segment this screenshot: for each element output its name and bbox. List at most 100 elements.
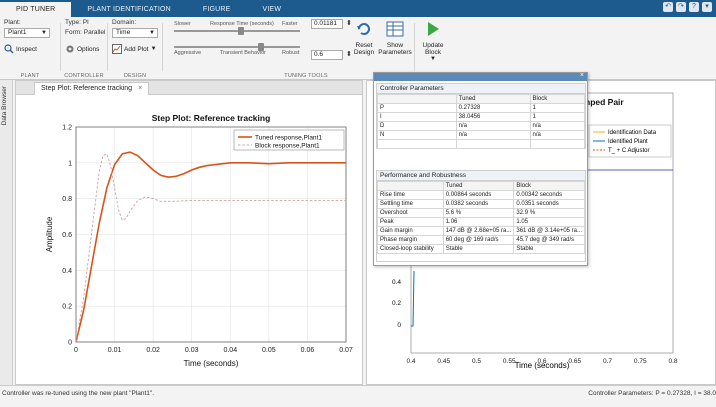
section-label-design: DESIGN: [123, 73, 147, 79]
transient-spinbox[interactable]: 0.6: [311, 50, 343, 60]
spinner-arrows-icon[interactable]: ⬍: [346, 20, 352, 27]
column-header: Block: [529, 94, 586, 104]
chevron-down-icon[interactable]: ▼: [430, 56, 436, 62]
document-tabs: Step Plot: Reference tracking ×: [16, 81, 362, 95]
status-message: Controller was re-tuned using the new pl…: [2, 390, 155, 397]
y-tick-label: 0: [397, 322, 401, 329]
x-tick-label: 0.4: [406, 358, 415, 365]
x-tick-label: 0.75: [634, 358, 647, 365]
x-tick-label: 0.03: [185, 347, 199, 354]
legend-box: [233, 129, 345, 151]
divider: [414, 23, 415, 71]
controller-parameters-window[interactable]: × Controller Parameters Tuned Block P 0.273…: [373, 72, 588, 266]
transient-thumb[interactable]: [258, 43, 264, 51]
table-header-row: Tuned Block: [377, 94, 586, 104]
tab-step-plot[interactable]: Step Plot: Reference tracking ×: [34, 82, 150, 95]
data-browser-strip[interactable]: Data Browser: [0, 80, 13, 385]
table-cell: Rise time: [377, 190, 444, 200]
table-cell: Stable: [442, 244, 515, 254]
column-header: [377, 94, 457, 104]
expand-icon[interactable]: ▾: [702, 2, 712, 12]
divider: [60, 23, 61, 71]
show-parameters-button[interactable]: Show Parameters: [378, 20, 412, 56]
reset-design-label: Reset Design: [353, 42, 375, 56]
identified-plant-curve: [411, 270, 415, 327]
window-controls: ↶ ↷ ? ▾: [663, 2, 712, 12]
table-cell: 1: [529, 103, 586, 113]
x-tick-label: 0.45: [437, 358, 450, 365]
slider1-right-label: Faster: [282, 21, 298, 27]
plant-dropdown[interactable]: Plant1 ▼: [4, 28, 50, 38]
x-ticks: 0 0.01 0.02 0.03 0.04 0.05 0.06 0.07: [74, 347, 353, 354]
table-row: Closed-loop stability Stable Stable: [377, 244, 585, 254]
table-cell: 0.00864 seconds: [442, 190, 515, 200]
undo-icon[interactable]: ↶: [663, 2, 673, 12]
chevron-down-icon: ▼: [150, 46, 157, 52]
transient-slider[interactable]: [174, 43, 300, 51]
tab-plant-identification[interactable]: PLANT IDENTIFICATION: [87, 6, 171, 13]
plot-icon: [112, 44, 122, 54]
tab-view[interactable]: VIEW: [262, 6, 282, 13]
table-cell: 147 dB @ 2.68e+05 ra...: [442, 226, 515, 236]
spinner-arrows-icon[interactable]: ⬍: [346, 51, 352, 58]
legend-entry-identified-plant: Identified Plant: [608, 139, 648, 145]
table-cell: Peak: [377, 217, 444, 227]
axes-box: [75, 126, 347, 343]
tab-pid-tuner[interactable]: PID TUNER: [0, 2, 72, 17]
table-row: Peak 1.06 1.05: [377, 217, 585, 227]
chevron-down-icon: ▼: [149, 30, 155, 36]
redo-icon[interactable]: ↷: [676, 2, 686, 12]
plot-title-fragment: nped Pair: [585, 97, 624, 107]
table-cell: 32.9 %: [513, 208, 585, 218]
table-cell: n/a: [529, 130, 586, 140]
help-icon[interactable]: ?: [689, 2, 699, 12]
update-block-button[interactable]: Update Block ▼: [416, 20, 450, 63]
table-cell: 0.0351 seconds: [513, 199, 585, 209]
series-line-block: [75, 153, 346, 343]
y-tick-label: 0.4: [392, 279, 401, 286]
table-cell: Phase margin: [377, 235, 444, 245]
x-ticks: 0.4 0.45 0.5 0.55 0.6 0.65 0.7 0.75 0.8: [406, 358, 677, 365]
legend-entry-adjustor: T_ + C Adjustor: [608, 148, 650, 154]
y-tick-label: 0.2: [62, 304, 72, 311]
gear-icon: [66, 45, 74, 53]
legend-entry: Block response,Plant1: [255, 143, 320, 150]
add-plot-button[interactable]: Add Plot ▼: [112, 44, 157, 54]
y-tick-label: 0.4: [62, 268, 72, 275]
form-label: Form: Parallel: [65, 29, 106, 36]
slider1-left-label: Slower: [174, 21, 191, 27]
x-tick-label: 0.6: [537, 358, 546, 365]
window-titlebar[interactable]: ×: [374, 72, 587, 81]
table-cell: D: [377, 121, 457, 131]
x-tick-label: 0.7: [603, 358, 612, 365]
column-header: Block: [513, 181, 585, 191]
table-row: Overshoot 5.6 % 32.9 %: [377, 208, 585, 218]
table-row: Phase margin 60 deg @ 169 rad/s 45.7 deg @…: [377, 235, 585, 245]
x-tick-label: 0.07: [339, 347, 353, 354]
step-plot-chart[interactable]: 0 0.01 0.02 0.03 0.04 0.05 0.06 0.07 0 0.2 0.4 0.6…: [16, 95, 362, 384]
close-icon[interactable]: ×: [138, 85, 143, 92]
domain-label: Domain:: [112, 19, 137, 26]
y-tick-label: 0.6: [62, 232, 72, 239]
tab-figure[interactable]: FIGURE: [202, 6, 231, 13]
inspect-button[interactable]: Inspect: [4, 44, 37, 54]
slider2-left-label: Aggressive: [174, 50, 202, 56]
plant-section: Plant: Plant1 ▼ Inspect PLANT: [0, 17, 60, 80]
close-icon[interactable]: ×: [579, 72, 584, 79]
table-cell: Overshoot: [377, 208, 444, 218]
table-cell: n/a: [529, 121, 586, 131]
response-time-spinbox[interactable]: 0.01181: [311, 19, 343, 29]
reset-design-button[interactable]: Reset Design: [347, 20, 381, 56]
options-button[interactable]: Options: [65, 44, 99, 54]
table-cell: 45.7 deg @ 349 rad/s: [513, 235, 585, 245]
table-cell: [377, 139, 457, 149]
domain-dropdown[interactable]: Time ▼: [112, 28, 158, 38]
response-time-thumb[interactable]: [238, 27, 244, 35]
domain-value: Time: [116, 29, 131, 36]
inspect-label: Inspect: [16, 45, 37, 53]
response-time-slider[interactable]: [174, 27, 300, 35]
table-cell: 0.0382 seconds: [442, 199, 515, 209]
update-block-label: Update Block: [422, 42, 444, 56]
